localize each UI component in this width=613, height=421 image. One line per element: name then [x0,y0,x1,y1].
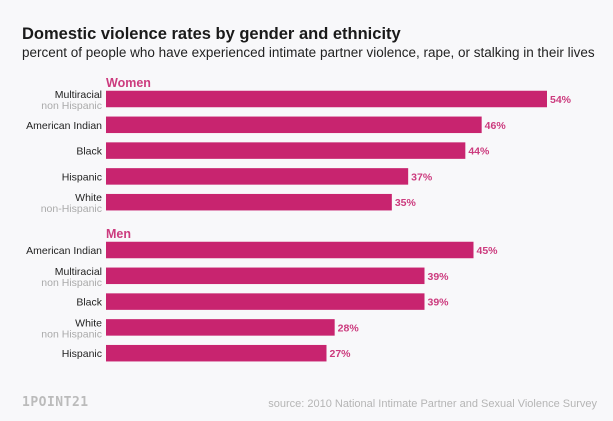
category-label: Hispanic [62,348,102,360]
chart-title: Domestic violence rates by gender and et… [22,25,401,43]
data-label: 35% [395,197,417,209]
data-label: 39% [428,271,450,283]
data-label: 28% [338,322,360,334]
category-label: White [75,192,102,204]
brand-logo: 1POINT21 [22,395,89,410]
category-label: Multiracial [55,266,102,278]
group-heading: Men [106,227,131,241]
category-label: Black [76,146,102,158]
category-label: Black [76,297,102,309]
data-label: 39% [428,297,450,309]
category-sublabel: non Hispanic [41,277,102,289]
bar [106,168,409,185]
category-label: American Indian [26,245,102,257]
bar [106,116,482,134]
category-sublabel: non-Hispanic [41,203,102,215]
source-note: source: 2010 National Intimate Partner a… [268,398,597,410]
bar [106,241,474,259]
data-label: 37% [411,171,433,183]
category-label: White [75,317,102,329]
category-label: American Indian [26,120,102,132]
category-sublabel: non Hispanic [41,100,102,112]
data-label: 45% [477,245,499,257]
bar [106,142,466,159]
bar [106,319,335,336]
category-label: Hispanic [62,171,102,183]
chart-subtitle: percent of people who have experienced i… [22,45,595,60]
bar [106,344,327,362]
data-label: 44% [468,146,490,158]
group-heading: Women [106,76,151,90]
data-label: 46% [485,120,507,132]
data-label: 54% [550,94,572,106]
bar [106,90,547,108]
category-label: Multiracial [55,89,102,101]
category-sublabel: non Hispanic [41,328,102,340]
bar [106,193,392,211]
data-label: 27% [330,348,352,360]
bar [106,293,425,310]
bar [106,267,425,285]
